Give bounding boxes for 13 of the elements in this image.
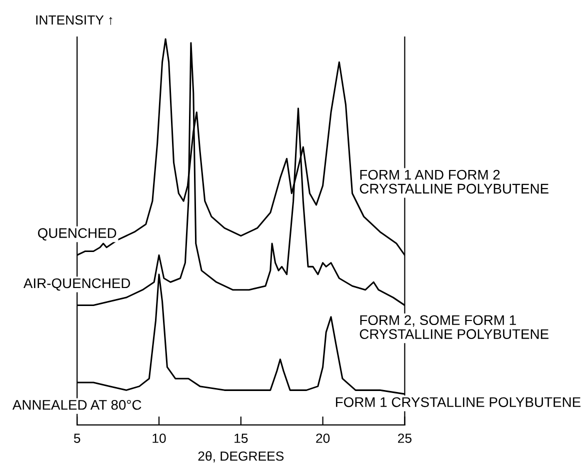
x-tick-label: 15 bbox=[234, 434, 248, 443]
x-tick-label: 5 bbox=[74, 434, 80, 443]
series-label: QUENCHED bbox=[38, 228, 116, 240]
x-tick-label: 25 bbox=[398, 434, 412, 443]
y-axis-title: INTENSITY ↑ bbox=[36, 15, 112, 25]
annotation: FORM 2, SOME FORM 1 CRYSTALLINE POLYBUTENE bbox=[360, 315, 548, 340]
x-tick-label: 10 bbox=[152, 434, 166, 443]
x-tick-label: 20 bbox=[316, 434, 330, 443]
x-axis-title: 2θ, DEGREES bbox=[198, 451, 284, 462]
series-label: ANNEALED AT 80°C bbox=[12, 400, 142, 410]
series-label: AIR-QUENCHED bbox=[23, 278, 130, 291]
annotation: FORM 1 AND FORM 2 CRYSTALLINE POLYBUTENE bbox=[360, 170, 548, 194]
annotation: FORM 1 CRYSTALLINE POLYBUTENE bbox=[336, 397, 580, 408]
